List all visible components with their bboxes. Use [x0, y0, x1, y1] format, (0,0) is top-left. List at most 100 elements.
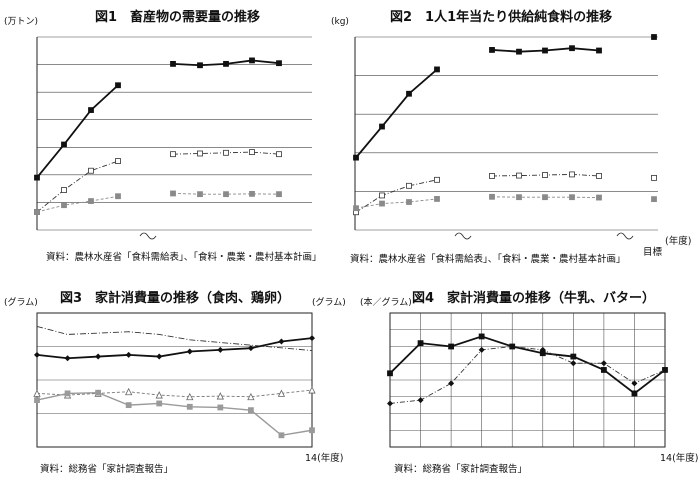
chart1-series-1-line [36, 151, 280, 213]
chart1-series-1-point [115, 158, 121, 164]
chart1-series-0-point [170, 60, 176, 67]
chart2-series-2-point [489, 193, 495, 200]
chart3-series-3-point [64, 390, 71, 397]
chart3-series-3-point [186, 403, 193, 410]
chart2-axis-break [616, 232, 634, 240]
chart1-axis-break [139, 232, 157, 240]
chart2-target-point [651, 196, 657, 203]
chart2-source: 資料：農林水産省「食料需給表」、「食料・農業・農村基本計画」 [350, 253, 626, 265]
chart3-series-3-point [125, 402, 132, 409]
chart3-title: 図3 家計消費量の推移（食肉、鶏卵） [60, 290, 290, 306]
chart2-target-label: 目標 [643, 246, 663, 258]
chart1-unit: (万トン) [4, 17, 38, 27]
chart3-series-1-point [278, 338, 285, 345]
chart1-series-2-point [223, 191, 229, 198]
chart1-series-0-point [276, 60, 282, 67]
chart2-series-2-point [434, 196, 440, 202]
chart1-series-2-point [88, 198, 94, 204]
chart2-series-1-point [542, 172, 548, 178]
chart2-series-0-point [353, 154, 359, 161]
chart4-series-1-point [478, 346, 485, 353]
chart3-series-2-point [308, 386, 316, 394]
chart1-source: 資料：農林水産省「食料需給表」、「食料・農業・農村基本計画」 [46, 251, 322, 263]
chart2-series-1-point [406, 182, 412, 189]
chart4-series-0-point [631, 390, 638, 397]
chart1-series-1-point [276, 151, 282, 158]
chart3-series-3-line [36, 392, 313, 437]
chart1-series-1-point [88, 167, 94, 174]
chart2-series-0-point [489, 47, 495, 53]
chart2-target-point [651, 174, 657, 181]
chart2-axis-break [454, 232, 472, 240]
chart4-title: 図4 家計消費量の推移（牛乳、バター） [412, 290, 655, 306]
chart3-series-3-point [247, 407, 254, 414]
chart1-series-2-point [115, 193, 121, 200]
chart4-series-0-point [448, 343, 455, 350]
chart3-series-3-point [217, 404, 224, 411]
chart2-series-1-point [379, 192, 385, 199]
chart3-series-2-point [125, 387, 133, 396]
chart3-series-0-line [36, 325, 313, 351]
chart2-series-1-point [569, 171, 575, 178]
chart3-series-3-point [278, 432, 285, 439]
chart4-series-1-point [570, 360, 577, 367]
chart4-series-0-point [600, 367, 607, 373]
chart2-series-0-line [355, 47, 600, 159]
chart2-series-0-point [569, 45, 575, 52]
chart1-series-1-point [223, 149, 229, 156]
chart3-series-1-point [247, 345, 254, 352]
chart4-series-0-point [478, 333, 485, 340]
chart1-series-1-point [61, 187, 67, 193]
chart2-series-2-point [406, 199, 412, 205]
chart2-series-1-point [434, 176, 440, 183]
chart4-series-1-point [662, 366, 668, 373]
chart3-series-2-point [247, 392, 255, 401]
chart3-series-1-point [217, 346, 224, 353]
chart3-series-1-point [186, 348, 193, 355]
chart1-series-2-point [170, 190, 176, 197]
chart3-series-1-point [64, 355, 71, 362]
chart2-series-2-point [379, 200, 385, 207]
chart1-series-2-point [197, 191, 203, 198]
chart3-series-1-point [125, 351, 132, 358]
chart2-series-0-point [434, 66, 440, 73]
chart2-series-2-point [516, 194, 522, 201]
chart4-series-1-point [387, 400, 393, 407]
chart3-series-1-point [95, 353, 102, 360]
chart3-series-2-line [36, 389, 313, 398]
chart4-series-1-point [539, 346, 546, 353]
chart1-series-2-point [249, 190, 255, 197]
chart2-series-0-point [596, 47, 602, 54]
chart1-title: 図1 畜産物の需要量の推移 [95, 9, 260, 25]
chart1-series-0-point [115, 82, 121, 89]
chart3-series-1-line [36, 337, 313, 360]
chart1-series-0-point [223, 60, 229, 67]
chart2-title: 図2 1人1年当たり供給純食料の推移 [390, 9, 612, 25]
chart3-series-1-point [309, 335, 315, 342]
chart3-series-3-point [34, 397, 40, 404]
chart3-series-2-point [277, 389, 286, 397]
chart1-series-1-point [249, 149, 255, 156]
chart3-series-3-point [309, 427, 315, 434]
chart1-series-0-point [249, 57, 255, 64]
chart4-series-1-point [509, 343, 516, 350]
chart2-unit: (kg) [331, 17, 349, 27]
chart4-series-0-point [387, 370, 393, 377]
chart3-series-2-point [186, 392, 194, 401]
chart2-series-2-line [355, 196, 600, 209]
chart1-series-0-point [34, 174, 40, 181]
chart4-series-1-line [389, 346, 666, 404]
chart2-series-0-point [542, 47, 548, 54]
chart1-series-0-point [88, 107, 94, 113]
chart1-series-0-point [61, 141, 67, 148]
chart1-series-0-line [36, 59, 280, 179]
chart2-series-2-point [353, 205, 359, 212]
chart4-unit: (本／グラム) [360, 296, 412, 308]
chart4-frame [389, 312, 666, 448]
chart4-series-1-point [417, 397, 424, 404]
chart4-series-1-point [448, 380, 455, 387]
chart3-series-3-point [95, 389, 102, 396]
chart2-series-0-point [406, 90, 412, 97]
chart3-series-2-point [33, 389, 41, 397]
chart1-series-2-point [61, 202, 67, 209]
